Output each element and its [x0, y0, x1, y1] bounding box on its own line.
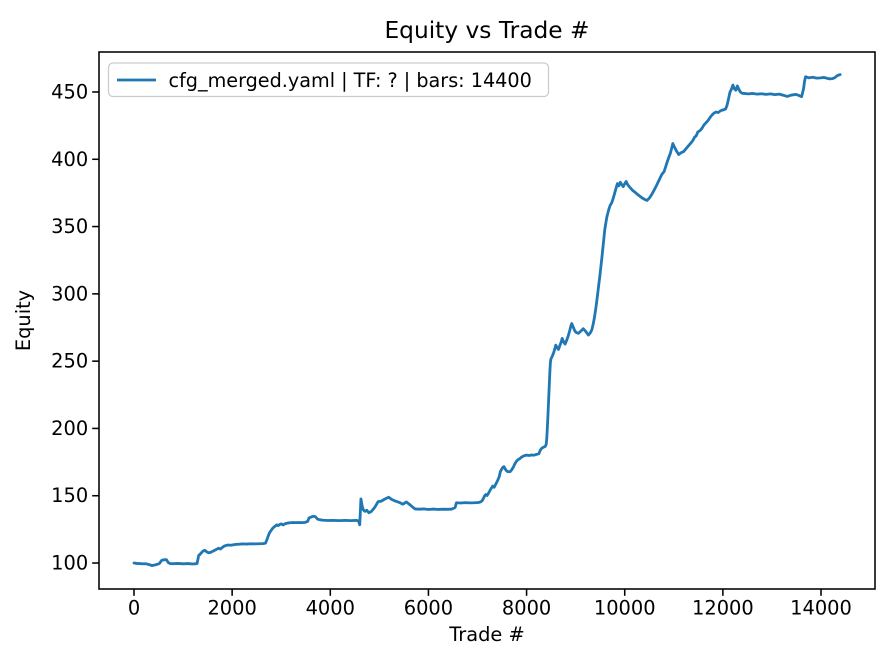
x-tick-label: 2000 [207, 596, 256, 619]
y-tick-label: 250 [51, 350, 88, 373]
x-tick-label: 14000 [790, 596, 852, 619]
y-tick-label: 300 [51, 282, 88, 305]
y-tick-label: 400 [51, 148, 88, 171]
x-tick-label: 10000 [594, 596, 656, 619]
x-tick-label: 4000 [306, 596, 355, 619]
x-tick-label: 8000 [502, 596, 551, 619]
y-tick-label: 100 [51, 552, 88, 575]
x-axis-ticks: 0 2000 4000 6000 8000 10000 12000 14000 [128, 589, 852, 619]
legend: cfg_merged.yaml | TF: ? | bars: 14400 [107, 62, 550, 98]
y-tick-label: 450 [51, 80, 88, 103]
y-tick-label: 150 [51, 484, 88, 507]
y-axis-ticks: 100 150 200 250 300 350 400 450 [51, 80, 99, 575]
legend-box [107, 62, 550, 98]
y-tick-label: 350 [51, 215, 88, 238]
x-axis-label: Trade # [448, 623, 525, 646]
y-axis-label: Equity [12, 290, 35, 351]
equity-series-line [132, 73, 842, 567]
x-tick-label: 6000 [404, 596, 453, 619]
legend-entry-label: cfg_merged.yaml | TF: ? | bars: 14400 [169, 69, 532, 92]
chart-title: Equity vs Trade # [384, 17, 589, 44]
y-tick-label: 200 [51, 417, 88, 440]
x-tick-label: 12000 [692, 596, 754, 619]
x-tick-label: 0 [128, 596, 140, 619]
axes-spines [98, 51, 876, 590]
